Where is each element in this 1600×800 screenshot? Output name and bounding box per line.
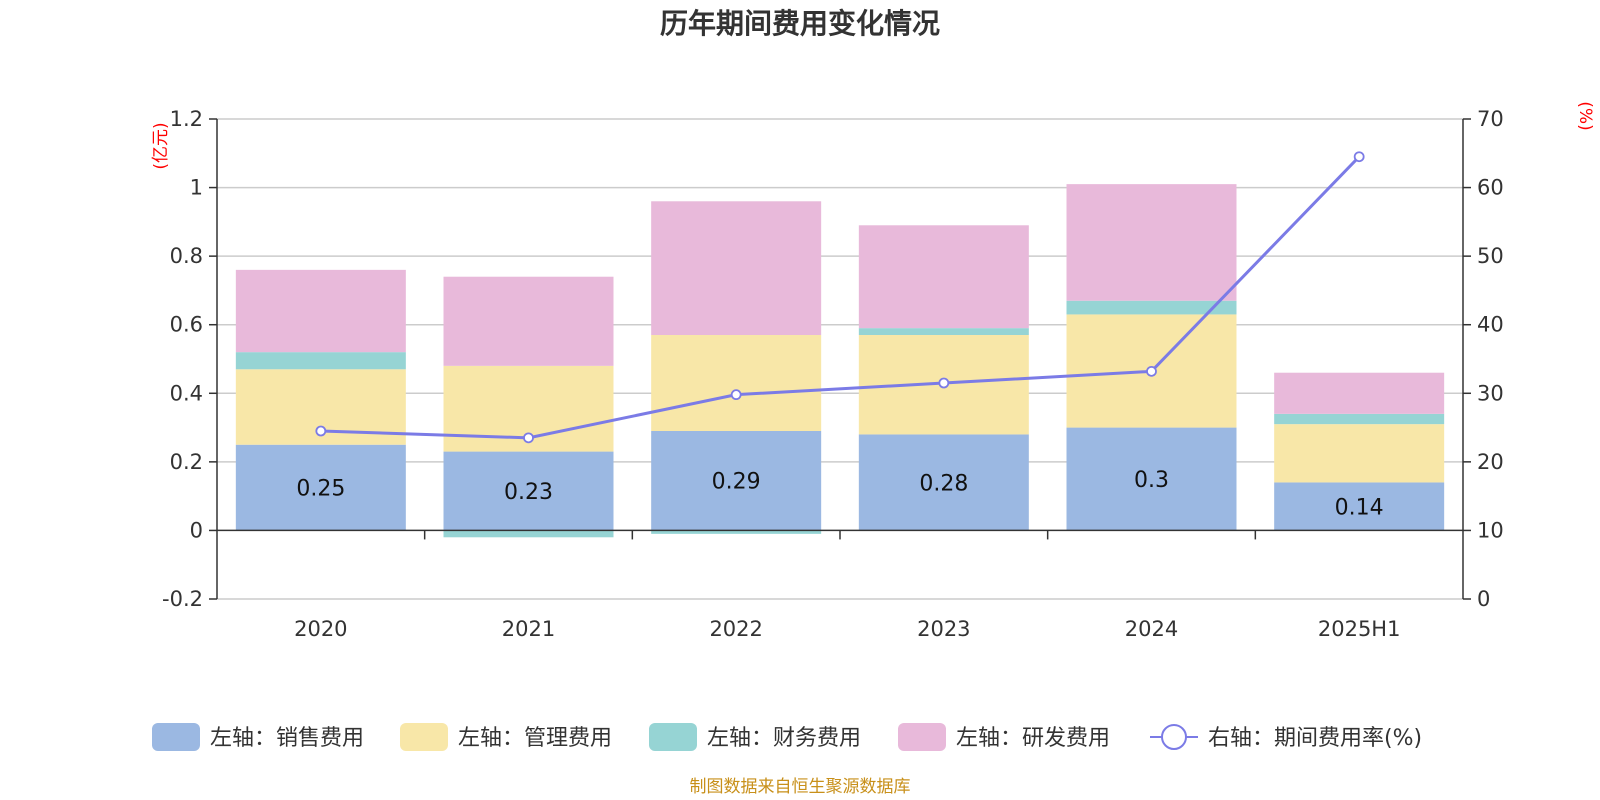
legend-swatch — [649, 723, 697, 751]
bar-data-label: 0.3 — [1134, 468, 1169, 493]
source-note: 制图数据来自恒生聚源数据库 — [690, 777, 911, 797]
bar-segment — [1066, 300, 1237, 315]
x-tick-label: 2025H1 — [1318, 617, 1401, 641]
bar-segment — [235, 269, 406, 353]
left-axis-unit: (亿元) — [151, 122, 171, 169]
right-tick-label: 40 — [1477, 313, 1504, 337]
left-tick-label: 0.6 — [170, 313, 203, 337]
right-tick-label: 60 — [1477, 176, 1504, 200]
right-axis-unit: (%) — [1575, 101, 1595, 130]
x-tick-label: 2021 — [502, 617, 555, 641]
bar-data-label: 0.23 — [504, 480, 553, 505]
right-tick-label: 20 — [1477, 450, 1504, 474]
x-tick-label: 2023 — [917, 617, 970, 641]
bar-segment — [1066, 427, 1237, 531]
bar-segment — [858, 434, 1029, 531]
line-layer — [315, 151, 1365, 444]
x-tick-label: 2020 — [294, 617, 347, 641]
bar-segment — [235, 444, 406, 531]
left-tick-label: 0.2 — [170, 450, 203, 474]
legend-item: 左轴：管理费用 — [400, 723, 612, 751]
bar-segment — [443, 451, 614, 531]
bar-segment — [651, 431, 822, 531]
legend-swatch — [400, 723, 448, 751]
left-tick-label: 0.4 — [170, 381, 203, 405]
right-tick-label: 30 — [1477, 381, 1504, 405]
rate-line — [320, 155, 1361, 440]
bars-layer — [235, 184, 1445, 538]
rate-point — [1146, 365, 1157, 377]
right-tick-label: 0 — [1477, 587, 1490, 611]
left-tick-label: -0.2 — [162, 587, 203, 611]
left-tick-label: 1.2 — [170, 107, 203, 131]
legend-label: 右轴：期间费用率(%) — [1208, 726, 1422, 751]
bar-segment — [1066, 184, 1237, 301]
left-tick-label: 0.8 — [170, 244, 203, 268]
legend-swatch — [152, 723, 200, 751]
right-tick-label: 70 — [1477, 107, 1504, 131]
left-tick-label: 1 — [190, 176, 203, 200]
bar-segment — [443, 276, 614, 366]
bar-data-label: 0.25 — [296, 477, 345, 502]
labels-layer: 0.25 0.23 0.29 0.28 0.3 0.14 — [296, 468, 1383, 520]
left-tick-label: 0 — [190, 518, 203, 542]
right-tick-label: 10 — [1477, 518, 1504, 542]
bar-segment — [651, 530, 822, 534]
bar-data-label: 0.29 — [712, 470, 761, 495]
x-tick-label: 2022 — [709, 617, 762, 641]
bar-segment — [1274, 482, 1445, 531]
chart-title: 历年期间费用变化情况 — [660, 7, 940, 40]
grid-layer — [217, 118, 1463, 600]
legend-swatch — [898, 723, 946, 751]
bar-segment — [858, 225, 1029, 329]
legend-item: 左轴：研发费用 — [898, 723, 1110, 751]
bar-segment — [443, 530, 614, 538]
rate-point — [938, 377, 950, 389]
legend-item: 右轴：期间费用率(%) — [1150, 724, 1422, 751]
bar-data-label: 0.28 — [919, 471, 968, 496]
legend-item: 左轴：销售费用 — [152, 723, 364, 751]
right-tick-label: 50 — [1477, 244, 1504, 268]
legend-item: 左轴：财务费用 — [649, 723, 861, 751]
bar-segment — [651, 335, 822, 431]
legend: 左轴：销售费用 左轴：管理费用 左轴：财务费用 左轴：研发费用 右轴：期间费用率(%) — [152, 723, 1422, 751]
bar-segment — [858, 328, 1029, 335]
rate-point — [730, 389, 742, 401]
bar-segment — [1274, 413, 1445, 425]
bar-segment — [235, 352, 406, 370]
bar-segment — [1274, 372, 1445, 414]
bar-data-label: 0.14 — [1335, 495, 1384, 520]
legend-label: 左轴：销售费用 — [210, 726, 364, 751]
bar-segment — [1274, 424, 1445, 483]
rate-point — [523, 432, 534, 444]
rate-point — [315, 425, 327, 437]
legend-label: 左轴：研发费用 — [956, 726, 1110, 751]
legend-swatch-marker — [1161, 724, 1187, 750]
bar-segment — [651, 201, 822, 335]
legend-label: 左轴：财务费用 — [707, 726, 861, 751]
rate-point — [1353, 151, 1365, 163]
legend-label: 左轴：管理费用 — [458, 726, 612, 751]
x-tick-label: 2024 — [1125, 617, 1178, 641]
axes-layer: -0.2 0 0.2 0.4 0.6 0.8 1 1.2 0 10 20 30 40 50 60 70 2020… — [162, 107, 1504, 641]
